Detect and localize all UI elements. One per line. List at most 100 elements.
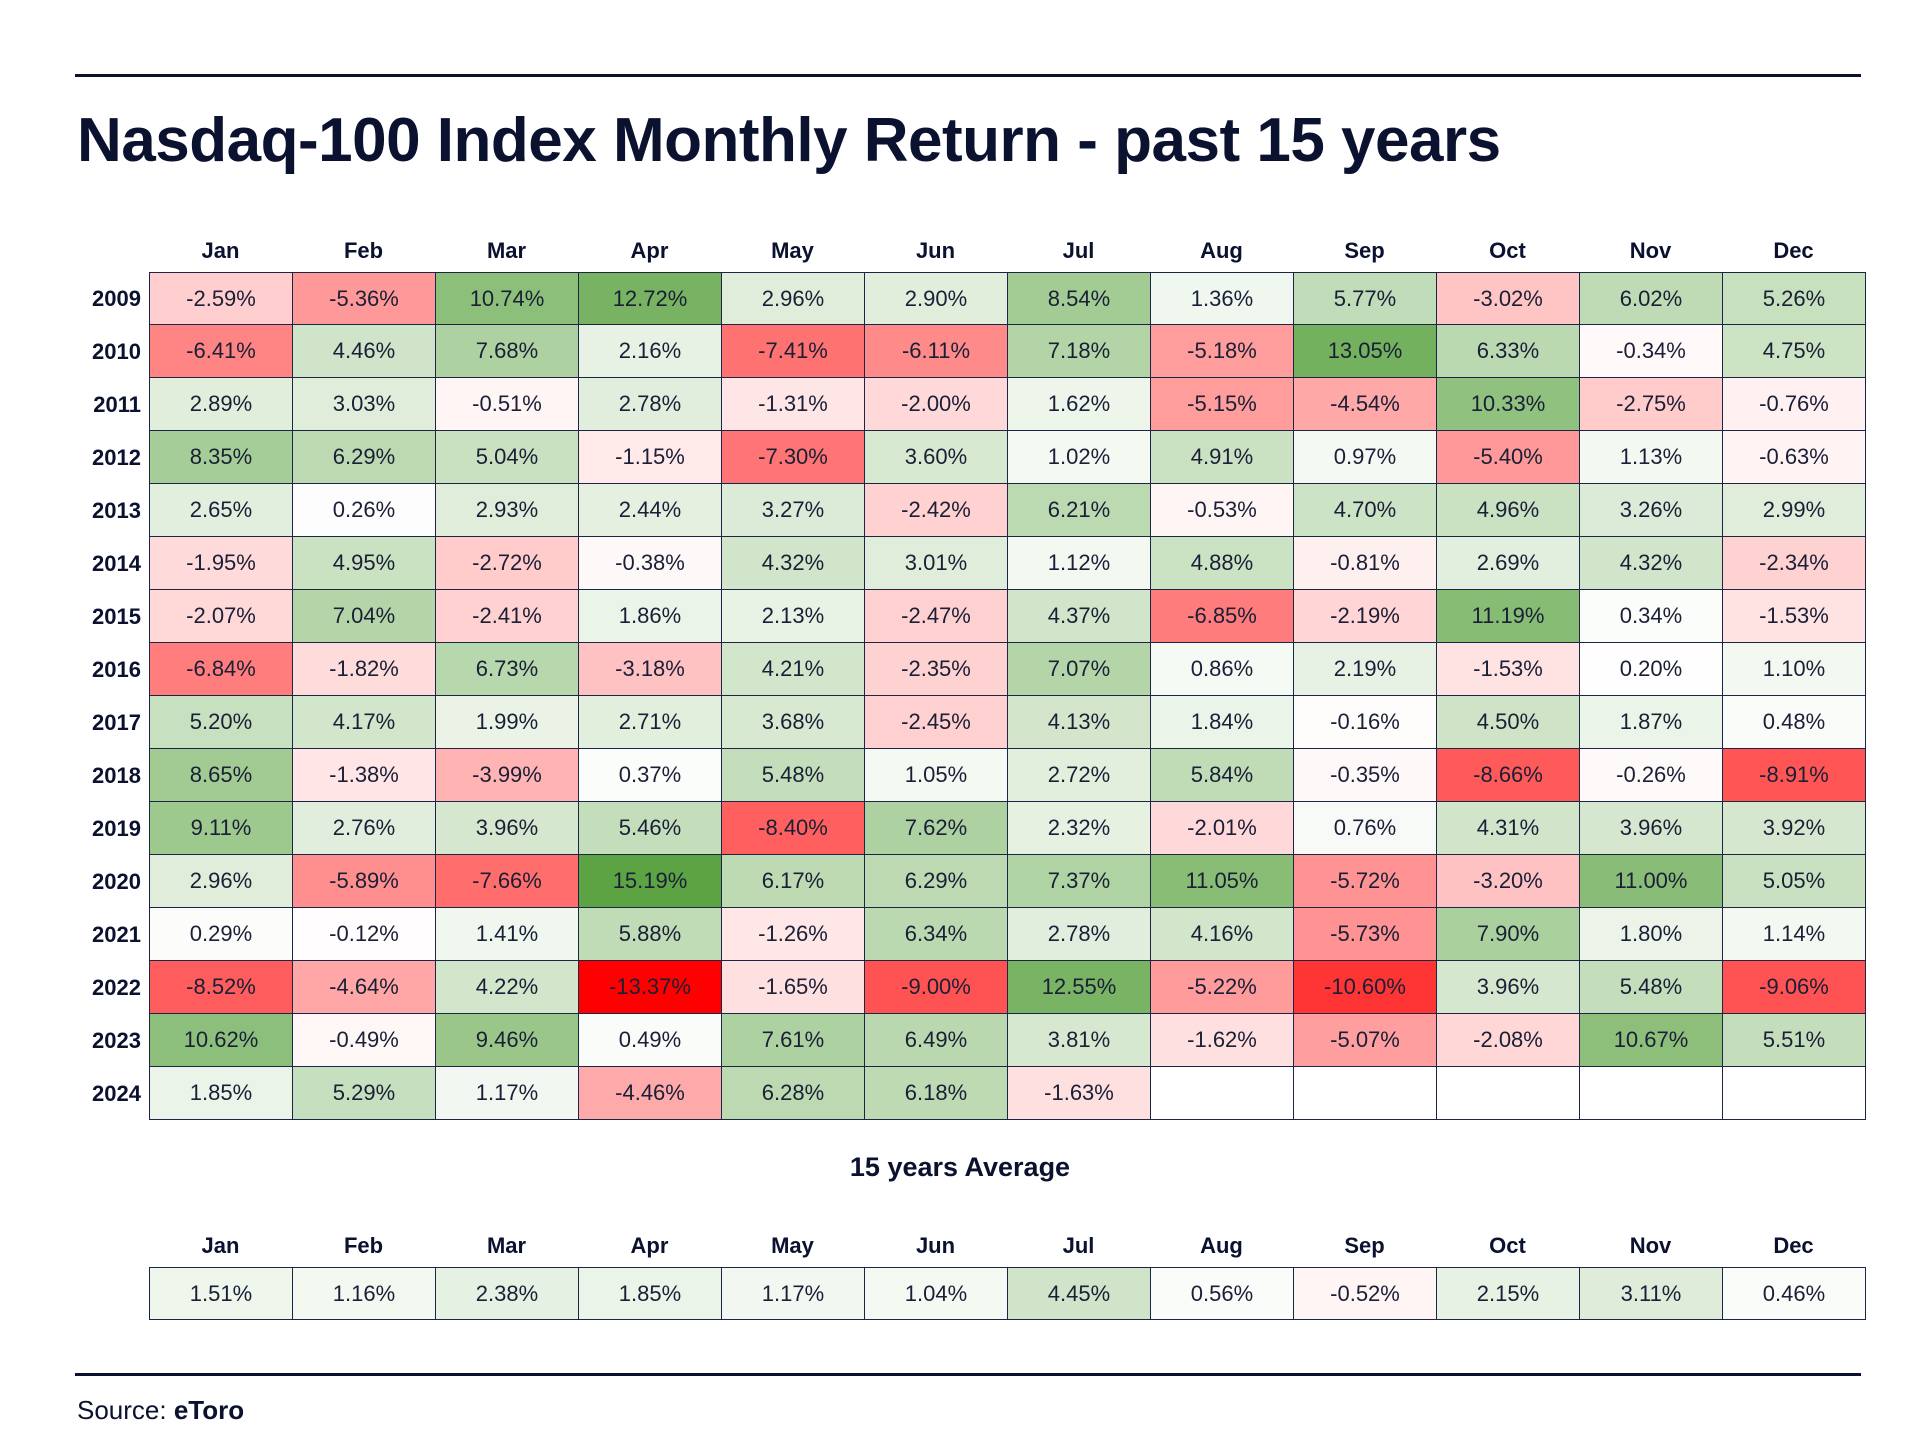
return-cell: 4.75% [1723, 325, 1866, 378]
month-label: Jul [1062, 1233, 1095, 1258]
month-label: Mar [486, 238, 527, 263]
year-label: 2018 [92, 762, 141, 788]
year-label: 2017 [92, 709, 141, 735]
return-cell: 12.55% [1008, 961, 1151, 1014]
month-label: Mar [486, 1233, 527, 1258]
return-cell: -4.54% [1294, 378, 1437, 431]
month-label: Feb [343, 1233, 384, 1258]
month-label: Sep [1344, 238, 1385, 263]
return-cell: 4.17% [293, 696, 436, 749]
return-cell: -6.84% [150, 643, 293, 696]
return-cell: 1.51% [150, 1267, 293, 1320]
row-cells: -6.41% 4.46% 7.68% 2.16% -7.41% -6.11% 7.18% -5… [149, 325, 1866, 378]
return-cell: 0.20% [1580, 643, 1723, 696]
return-cell: 2.96% [722, 272, 865, 325]
month-label: Nov [1629, 1233, 1672, 1258]
month-label: Dec [1773, 238, 1814, 263]
month-label: Jun [915, 238, 956, 263]
return-cell [1151, 1067, 1294, 1120]
return-cell: 2.71% [579, 696, 722, 749]
return-cell: -8.66% [1437, 749, 1580, 802]
return-cell: 3.01% [865, 537, 1008, 590]
return-cell: -7.30% [722, 431, 865, 484]
return-cell: -9.06% [1723, 961, 1866, 1014]
return-cell [1580, 1067, 1723, 1120]
month-label: Jan [201, 238, 240, 263]
return-cell: 4.50% [1437, 696, 1580, 749]
return-cell: 6.29% [865, 855, 1008, 908]
return-cell: 0.86% [1151, 643, 1294, 696]
heatmap-row: 2024 1.85% 5.29% 1.17% -4.46% 6.28% 6.18% -1.63… [70, 1067, 1866, 1120]
return-cell: 4.32% [722, 537, 865, 590]
return-cell: 6.28% [722, 1067, 865, 1120]
return-cell: 3.96% [1437, 961, 1580, 1014]
return-cell: 1.99% [436, 696, 579, 749]
return-cell: -2.47% [865, 590, 1008, 643]
heatmap-row: 2013 2.65% 0.26% 2.93% 2.44% 3.27% -2.42% 6.21%… [70, 484, 1866, 537]
month-label: Jul [1062, 238, 1095, 263]
return-cell: 4.16% [1151, 908, 1294, 961]
return-cell: 2.99% [1723, 484, 1866, 537]
return-cell: 1.36% [1151, 272, 1294, 325]
return-cell: 5.29% [293, 1067, 436, 1120]
heatmap-row: 2017 5.20% 4.17% 1.99% 2.71% 3.68% -2.45% 4.13%… [70, 696, 1866, 749]
monthly-returns-heatmap: Jan Feb Mar Apr May Jun Jul Aug Sep Oct Nov Dec 2009… [70, 230, 1866, 1120]
return-cell: 1.14% [1723, 908, 1866, 961]
return-cell: 1.62% [1008, 378, 1151, 431]
heatmap-row: 2020 2.96% -5.89% -7.66% 15.19% 6.17% 6.29% 7.3… [70, 855, 1866, 908]
return-cell: 1.10% [1723, 643, 1866, 696]
month-header-row: Jan Feb Mar Apr May Jun Jul Aug Sep Oct Nov Dec [70, 1225, 1866, 1267]
return-cell: 4.31% [1437, 802, 1580, 855]
return-cell: -2.75% [1580, 378, 1723, 431]
return-cell: 7.07% [1008, 643, 1151, 696]
source-label: Source: [77, 1395, 167, 1425]
return-cell: -5.73% [1294, 908, 1437, 961]
return-cell: 5.88% [579, 908, 722, 961]
row-cells: 8.35% 6.29% 5.04% -1.15% -7.30% 3.60% 1.02% 4.9… [149, 431, 1866, 484]
return-cell: 1.02% [1008, 431, 1151, 484]
return-cell [1294, 1067, 1437, 1120]
month-label: Oct [1489, 1233, 1526, 1258]
return-cell: -0.53% [1151, 484, 1294, 537]
return-cell: -3.20% [1437, 855, 1580, 908]
return-cell: 5.77% [1294, 272, 1437, 325]
row-cells: 5.20% 4.17% 1.99% 2.71% 3.68% -2.45% 4.13% 1.84… [149, 696, 1866, 749]
return-cell: 2.44% [579, 484, 722, 537]
year-label [70, 1267, 149, 1320]
return-cell: 2.78% [579, 378, 722, 431]
return-cell: 5.20% [150, 696, 293, 749]
heatmap-row: 2014 -1.95% 4.95% -2.72% -0.38% 4.32% 3.01% 1.1… [70, 537, 1866, 590]
return-cell: -8.40% [722, 802, 865, 855]
return-cell: 2.76% [293, 802, 436, 855]
return-cell: -1.53% [1723, 590, 1866, 643]
return-cell: -5.72% [1294, 855, 1437, 908]
average-title: 15 years Average [849, 1152, 1071, 1182]
return-cell: -7.41% [722, 325, 865, 378]
heatmap-row: 2021 0.29% -0.12% 1.41% 5.88% -1.26% 6.34% 2.78… [70, 908, 1866, 961]
return-cell: -4.64% [293, 961, 436, 1014]
return-cell: 2.32% [1008, 802, 1151, 855]
return-cell: 9.46% [436, 1014, 579, 1067]
return-cell: 1.17% [436, 1067, 579, 1120]
row-cells: -1.95% 4.95% -2.72% -0.38% 4.32% 3.01% 1.12% 4.… [149, 537, 1866, 590]
return-cell: -5.89% [293, 855, 436, 908]
month-label: Oct [1489, 238, 1526, 263]
return-cell: 0.76% [1294, 802, 1437, 855]
return-cell: -1.62% [1151, 1014, 1294, 1067]
return-cell: -3.02% [1437, 272, 1580, 325]
return-cell: -5.36% [293, 272, 436, 325]
average-returns-heatmap: Jan Feb Mar Apr May Jun Jul Aug Sep Oct Nov Dec 1.51… [70, 1225, 1866, 1320]
return-cell: -0.16% [1294, 696, 1437, 749]
return-cell: -5.40% [1437, 431, 1580, 484]
return-cell: 3.26% [1580, 484, 1723, 537]
return-cell: -2.42% [865, 484, 1008, 537]
return-cell: 11.05% [1151, 855, 1294, 908]
return-cell: -0.63% [1723, 431, 1866, 484]
heatmap-row: 2015 -2.07% 7.04% -2.41% 1.86% 2.13% -2.47% 4.3… [70, 590, 1866, 643]
return-cell: -2.00% [865, 378, 1008, 431]
heatmap-row: 2018 8.65% -1.38% -3.99% 0.37% 5.48% 1.05% 2.72… [70, 749, 1866, 802]
return-cell: 5.48% [1580, 961, 1723, 1014]
return-cell: 7.62% [865, 802, 1008, 855]
return-cell: -1.15% [579, 431, 722, 484]
return-cell: 0.37% [579, 749, 722, 802]
